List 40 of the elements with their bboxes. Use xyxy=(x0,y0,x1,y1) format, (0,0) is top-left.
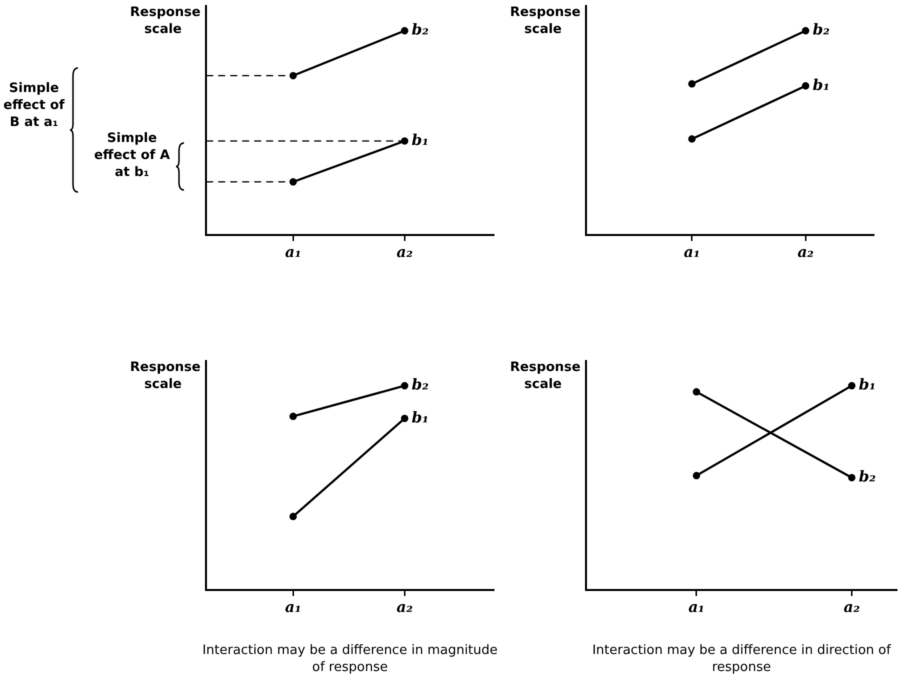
x-tick-label: a₁ xyxy=(688,598,705,616)
point xyxy=(692,388,700,396)
text: Simple effect of B at a₁ xyxy=(2,80,66,131)
series-label: b₁ xyxy=(812,76,830,94)
point xyxy=(692,472,700,480)
x-tick-label: a₁ xyxy=(684,242,700,261)
series-label: b₁ xyxy=(858,376,876,394)
series-label: b₁ xyxy=(412,408,429,426)
series-label: b₂ xyxy=(812,20,830,39)
y-axis-title: Response scale xyxy=(510,4,581,38)
x-tick-label: a₂ xyxy=(797,242,814,261)
point xyxy=(289,72,297,80)
text: Interaction may be a difference in magnitude of response xyxy=(201,642,499,676)
point xyxy=(400,137,408,145)
y-axis-title: Response scale xyxy=(510,359,581,393)
y-axis-title: Response scale xyxy=(130,359,201,393)
point xyxy=(848,382,856,390)
x-tick-label: a₂ xyxy=(844,598,860,616)
point xyxy=(688,135,696,143)
point xyxy=(400,414,408,422)
text: Simple effect of A at b₁ xyxy=(93,130,171,181)
point xyxy=(289,512,297,520)
point xyxy=(802,27,810,34)
series-label: b₂ xyxy=(412,20,430,39)
point xyxy=(400,27,408,34)
text: Interaction may be a difference in direction of response xyxy=(591,642,892,676)
point xyxy=(289,412,297,420)
series-label: b₂ xyxy=(412,376,430,394)
point xyxy=(688,80,696,88)
point xyxy=(848,474,856,482)
point xyxy=(400,382,408,390)
y-axis-title: Response scale xyxy=(130,4,201,38)
point xyxy=(289,178,297,186)
x-tick-label: a₁ xyxy=(285,598,302,616)
series-label: b₂ xyxy=(858,468,876,486)
series-label: b₁ xyxy=(412,130,429,149)
x-tick-label: a₂ xyxy=(396,242,414,261)
x-tick-label: a₂ xyxy=(396,598,414,616)
x-tick-label: a₁ xyxy=(285,242,302,261)
point xyxy=(802,82,810,90)
